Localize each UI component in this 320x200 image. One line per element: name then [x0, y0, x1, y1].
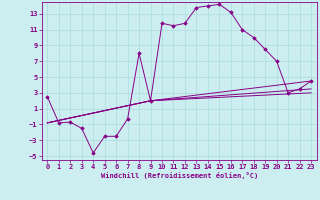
X-axis label: Windchill (Refroidissement éolien,°C): Windchill (Refroidissement éolien,°C) — [100, 172, 258, 179]
